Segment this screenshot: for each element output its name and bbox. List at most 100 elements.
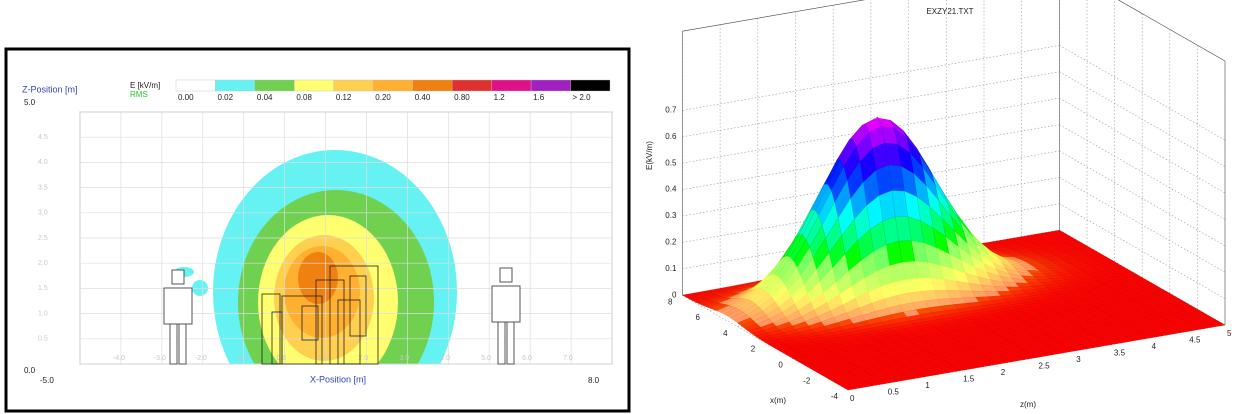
x-tick-label: 2.0 bbox=[358, 355, 368, 362]
y-tick-label: 0 bbox=[850, 394, 855, 403]
surface-plot: 00.10.20.30.40.50.60.7-4-20246800.511.52… bbox=[665, 0, 1232, 403]
y-tick-label: 1.0 bbox=[38, 310, 48, 317]
colorbar-label: > 2.0 bbox=[573, 93, 592, 102]
colorbar-label: 0.80 bbox=[454, 93, 470, 102]
x-tick-label: -5.0 bbox=[40, 376, 54, 385]
x-axis-label: X-Position [m] bbox=[310, 374, 366, 384]
y-tick-label: 3.5 bbox=[38, 184, 48, 191]
y-tick-label: 2.5 bbox=[38, 235, 48, 242]
colorbar-swatch bbox=[294, 79, 335, 92]
x-tick-label: 0 bbox=[778, 361, 783, 370]
y-tick-label: 3 bbox=[1076, 355, 1081, 364]
y-axis-label: z(m) bbox=[1020, 400, 1036, 409]
person-left bbox=[163, 269, 193, 365]
y-tick-label: 5 bbox=[1227, 329, 1232, 338]
colorbar-label: 0.40 bbox=[415, 93, 431, 102]
y-tick-label: 1 bbox=[925, 381, 930, 390]
grid-line bbox=[682, 71, 1060, 138]
x-tick-label: 1.0 bbox=[318, 355, 328, 362]
scene-objects bbox=[163, 265, 521, 365]
y-tick-label: 4 bbox=[1152, 342, 1157, 351]
x-tick-label: -2 bbox=[803, 376, 811, 385]
colorbar-swatch bbox=[175, 79, 216, 92]
z-tick-label: 0.4 bbox=[665, 185, 677, 194]
z-tick-label: 0.2 bbox=[665, 238, 677, 247]
box-line bbox=[1117, 0, 1226, 62]
x-tick-label: 8 bbox=[668, 297, 673, 306]
colorbar-swatch bbox=[491, 79, 532, 92]
z-tick-label: 0.3 bbox=[665, 211, 677, 220]
box-line bbox=[682, 0, 866, 32]
grid-line bbox=[1059, 45, 1226, 141]
y-tick-label: 4.5 bbox=[38, 134, 48, 141]
colorbar-label: 0.00 bbox=[178, 93, 194, 102]
y-tick-label: 0.5 bbox=[888, 388, 900, 397]
x-tick-label: 0.0 bbox=[277, 355, 287, 362]
x-tick-label: 8.0 bbox=[588, 376, 600, 385]
y-tick-label: 2 bbox=[1001, 368, 1006, 377]
grid-line bbox=[682, 203, 1060, 270]
colorbar-label: 0.02 bbox=[217, 93, 233, 102]
x-tick-label: 4.0 bbox=[440, 355, 450, 362]
y-tick-label: 1.5 bbox=[38, 285, 48, 292]
z-tick-label: 0.6 bbox=[665, 132, 677, 141]
colorbar-label: 0.08 bbox=[296, 93, 312, 102]
colorbar-label: 0.20 bbox=[375, 93, 391, 102]
grid-line bbox=[682, 177, 1060, 243]
z-axis-label: E(kV/m) bbox=[645, 141, 654, 170]
x-tick-label: -4 bbox=[831, 392, 839, 401]
colorbar-label: 1.2 bbox=[494, 93, 506, 102]
peak-point bbox=[876, 116, 879, 119]
x-tick-label: 5.0 bbox=[481, 355, 491, 362]
contour-region bbox=[192, 280, 208, 296]
x-tick-label: 4 bbox=[723, 329, 728, 338]
z-tick-label: 0 bbox=[672, 290, 677, 299]
x-tick-label: -4.0 bbox=[113, 355, 125, 362]
chart-title: EXZY21.TXT bbox=[926, 7, 973, 16]
contour-layer bbox=[174, 150, 457, 364]
contour-region bbox=[298, 252, 338, 304]
x-tick-label: -3.0 bbox=[154, 355, 166, 362]
x-tick-label: -2.0 bbox=[195, 355, 207, 362]
grid-line bbox=[1059, 150, 1226, 247]
colorbar-swatch bbox=[412, 79, 453, 92]
x-tick-label: 3.0 bbox=[399, 355, 409, 362]
legend-subtitle: RMS bbox=[130, 90, 148, 99]
colorbar-swatch bbox=[570, 79, 611, 92]
y-tick-label: 3.0 bbox=[38, 210, 48, 217]
z-tick-label: 0.1 bbox=[665, 264, 677, 273]
y-tick-label: 4.0 bbox=[38, 159, 48, 166]
x-tick-label: -1.0 bbox=[236, 355, 248, 362]
x-tick-label: 6.0 bbox=[522, 355, 532, 362]
z-tick-label: 0.5 bbox=[665, 158, 677, 167]
z-tick-label: 0.7 bbox=[665, 106, 677, 115]
colorbar-label: 0.04 bbox=[257, 93, 273, 102]
colorbar-swatch bbox=[254, 79, 295, 92]
grid-line bbox=[1059, 97, 1226, 194]
y-tick-label: 1.5 bbox=[963, 375, 975, 384]
grid-line bbox=[682, 45, 1060, 111]
y-tick-label: 0.5 bbox=[38, 336, 48, 343]
x-tick-label: 7.0 bbox=[563, 355, 573, 362]
y-tick-label: 2.0 bbox=[38, 260, 48, 267]
person-right bbox=[491, 267, 521, 365]
grid-line bbox=[682, 124, 1060, 190]
colorbar-label: 1.6 bbox=[533, 93, 545, 102]
colorbar-swatch bbox=[373, 79, 413, 92]
y-tick-label: 3.5 bbox=[1114, 349, 1126, 358]
colorbar-swatch bbox=[451, 79, 492, 92]
surface-patch bbox=[844, 385, 862, 391]
colorbar-label: 0.12 bbox=[336, 93, 352, 102]
grid-line bbox=[682, 97, 1060, 164]
y-tick-label: 2.5 bbox=[1039, 362, 1051, 371]
y-tick-label: 0.0 bbox=[24, 366, 36, 375]
y-tick-label: 5.0 bbox=[24, 98, 36, 107]
x-tick-label: 2 bbox=[751, 345, 756, 354]
y-axis-label: Z-Position [m] bbox=[22, 84, 78, 94]
colorbar-swatch bbox=[333, 79, 374, 92]
grid-line bbox=[682, 150, 1060, 217]
x-tick-label: 6 bbox=[696, 313, 701, 322]
equipment bbox=[261, 265, 379, 365]
grid-line bbox=[1059, 203, 1226, 299]
